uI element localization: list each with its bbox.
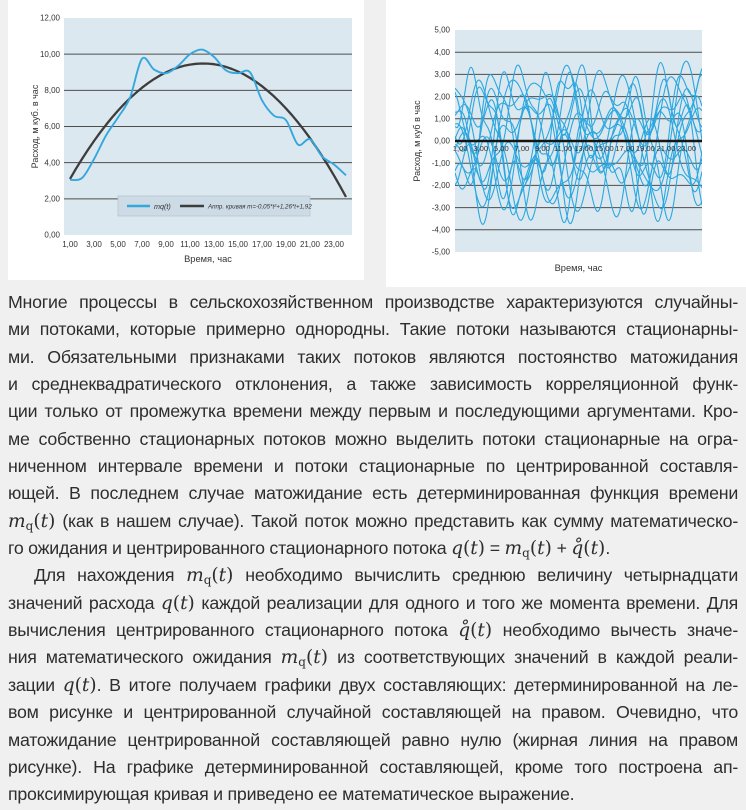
realization-curve bbox=[455, 68, 702, 224]
centered-random-component-chart: -5,00 -4,00 -3,00 -2,00 -1,00 0,00 1,00 2,00 3,0… bbox=[386, 0, 746, 292]
right-chart-svg: -5,00-4,00-3,00-2,00-1,000,001,002,003,0… bbox=[412, 26, 702, 273]
x-tick-label: 1,00 bbox=[453, 144, 468, 153]
x-tick-label: 7,00 bbox=[134, 240, 150, 249]
realization-curve bbox=[455, 60, 702, 208]
x-tick-label: 5,00 bbox=[110, 240, 126, 249]
text-line: ми потоками, которые примерно однородны.… bbox=[8, 319, 738, 340]
x-tick-label: 19,00 bbox=[636, 144, 655, 153]
y-tick-label: -5,00 bbox=[432, 248, 451, 257]
y-tick-label: 0,00 bbox=[44, 231, 60, 240]
text-line: ции только от промежутка времени между п… bbox=[8, 401, 738, 422]
text-line: вычисления центрированного стационарного… bbox=[8, 620, 738, 642]
realization-curve bbox=[455, 74, 702, 211]
x-tick-label: 15,00 bbox=[228, 240, 249, 249]
x-tick-label: 21,00 bbox=[300, 240, 321, 249]
y-tick-label: 2,00 bbox=[434, 92, 450, 101]
mq-curve bbox=[69, 48, 347, 182]
x-tick-label: 11,00 bbox=[554, 144, 572, 153]
y-tick-label: 0,00 bbox=[434, 137, 450, 146]
y-axis-title: Расход, м куб. в час bbox=[30, 84, 40, 168]
y-tick-label: -3,00 bbox=[432, 203, 451, 212]
x-tick-label: 13,00 bbox=[204, 240, 225, 249]
realization-curve bbox=[455, 66, 702, 213]
x-tick-label: 19,00 bbox=[276, 240, 297, 249]
x-tick-label: 23,00 bbox=[677, 144, 696, 153]
y-tick-label: 6,00 bbox=[44, 122, 60, 131]
x-tick-label: 5,00 bbox=[494, 144, 509, 153]
x-tick-label: 7,00 bbox=[515, 144, 530, 153]
x-tick-label: 15,00 bbox=[595, 144, 614, 153]
body-text: Многие процессы в сельскохозяйственном п… bbox=[8, 289, 738, 809]
text-line: Многие процессы в сельскохозяйственном п… bbox=[8, 292, 738, 312]
right-chart-figure: -5,00 -4,00 -3,00 -2,00 -1,00 0,00 1,00 2,00 3,0… bbox=[386, 0, 746, 287]
x-tick-label: 23,00 bbox=[324, 240, 345, 249]
y-tick-label: 1,00 bbox=[434, 115, 450, 124]
x-tick-label: 11,00 bbox=[180, 240, 200, 249]
x-tick-label: 9,00 bbox=[535, 144, 550, 153]
text-line: зации q(t). В итоге получаем графики дву… bbox=[8, 674, 738, 696]
realization-curve bbox=[455, 93, 702, 212]
x-tick-label: 3,00 bbox=[473, 144, 488, 153]
text-line: матожидание центрированной составляющей … bbox=[8, 729, 738, 750]
text-line: ме собственно стационарных потоков можно… bbox=[8, 428, 738, 449]
text-line: ми. Обязательными признаками таких поток… bbox=[8, 346, 738, 367]
legend-box bbox=[117, 195, 311, 217]
x-axis-title: Время, час bbox=[555, 263, 603, 273]
y-tick-label: 8,00 bbox=[44, 86, 60, 95]
text-line: и среднеквадратического отклонения, а та… bbox=[8, 374, 738, 395]
y-tick-label: 12,00 bbox=[40, 14, 61, 23]
text-line: вом рисунке и центрированной случайной с… bbox=[8, 702, 738, 723]
text-line: проксимирующая кривая и приведено ее мат… bbox=[8, 784, 575, 805]
y-tick-label: 5,00 bbox=[434, 26, 450, 35]
y-tick-label: -1,00 bbox=[432, 159, 451, 168]
x-tick-label: 21,00 bbox=[656, 144, 675, 153]
x-tick-label: 17,00 bbox=[252, 240, 273, 249]
y-tick-label: 10,00 bbox=[40, 50, 61, 59]
x-tick-label: 13,00 bbox=[574, 144, 593, 153]
text-line: ния математического ожидания mq(t) из со… bbox=[8, 647, 738, 670]
left-chart-figure: mq(t) Аппр. кривая m=-0,05*t²+1,26*t+1,92… bbox=[8, 0, 364, 280]
text-line: mq(t) (как в нашем случае). Такой поток … bbox=[8, 510, 738, 533]
left-chart-svg: mq(t) Аппр. кривая m=-0,05*t²+1,26*t+1,92… bbox=[30, 14, 352, 264]
y-axis-title: Расход, м куб в час bbox=[412, 100, 422, 182]
text-line: рисунке). На графике детерминированной с… bbox=[8, 756, 738, 777]
x-tick-label: 1,00 bbox=[62, 240, 78, 249]
y-tick-label: -2,00 bbox=[432, 181, 451, 190]
legend-label-approx: Аппр. кривая m=-0,05*t²+1,26*t+1,92 bbox=[207, 204, 312, 211]
y-tick-label: -4,00 bbox=[432, 226, 451, 235]
text-line: Для нахождения mq(t) необходимо вычислит… bbox=[34, 565, 738, 588]
legend-label-mq: mq(t) bbox=[154, 202, 171, 211]
x-axis-title: Время, час bbox=[184, 254, 232, 264]
realization-curve bbox=[455, 61, 702, 193]
y-tick-label: 4,00 bbox=[44, 158, 60, 167]
text-line: значений расхода q(t) каждой реализации … bbox=[8, 592, 738, 614]
text-line: ниченном интервале времени и потоки стац… bbox=[8, 456, 738, 477]
y-tick-label: 2,00 bbox=[44, 195, 60, 204]
approximation-curve bbox=[69, 62, 348, 198]
y-tick-label: 3,00 bbox=[434, 70, 450, 79]
text-line: го ожидания и центрированного стационарн… bbox=[8, 538, 611, 561]
deterministic-component-chart: mq(t) Аппр. кривая m=-0,05*t²+1,26*t+1,92… bbox=[8, 0, 364, 285]
realization-curve bbox=[455, 71, 702, 221]
x-tick-label: 9,00 bbox=[158, 240, 174, 249]
x-tick-label: 17,00 bbox=[615, 144, 634, 153]
x-tick-label: 3,00 bbox=[86, 240, 102, 249]
y-tick-label: 4,00 bbox=[434, 48, 450, 57]
text-line: ющей. В последнем случае матожидание ест… bbox=[8, 483, 738, 504]
realization-curve bbox=[455, 64, 702, 201]
